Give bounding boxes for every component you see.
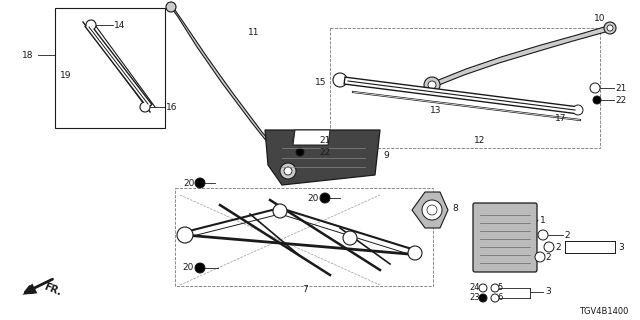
Text: 24: 24 — [470, 284, 480, 292]
Circle shape — [296, 148, 304, 156]
Circle shape — [273, 204, 287, 218]
Circle shape — [427, 205, 437, 215]
Text: 1: 1 — [540, 215, 546, 225]
Text: 20: 20 — [184, 179, 195, 188]
Text: 2: 2 — [555, 243, 561, 252]
Circle shape — [422, 200, 442, 220]
Polygon shape — [293, 130, 330, 145]
Text: 5: 5 — [497, 284, 502, 292]
Circle shape — [320, 193, 330, 203]
Polygon shape — [168, 3, 295, 175]
Text: 14: 14 — [114, 20, 125, 29]
Text: 10: 10 — [594, 13, 605, 22]
Text: 11: 11 — [248, 28, 259, 36]
Circle shape — [544, 242, 554, 252]
Circle shape — [408, 246, 422, 260]
Circle shape — [491, 294, 499, 302]
Circle shape — [593, 96, 601, 104]
Text: 18: 18 — [22, 51, 33, 60]
Circle shape — [479, 294, 487, 302]
Text: 3: 3 — [545, 287, 551, 297]
Circle shape — [428, 81, 436, 89]
Text: 20: 20 — [182, 263, 194, 273]
Circle shape — [590, 83, 600, 93]
Polygon shape — [265, 130, 380, 185]
Bar — [55, 8, 165, 128]
Circle shape — [195, 178, 205, 188]
Circle shape — [166, 2, 176, 12]
Circle shape — [177, 227, 193, 243]
Circle shape — [140, 102, 150, 112]
Circle shape — [604, 22, 616, 34]
Circle shape — [538, 230, 548, 240]
Polygon shape — [412, 192, 448, 228]
Circle shape — [284, 167, 292, 175]
Bar — [330, 28, 600, 148]
Circle shape — [293, 135, 303, 145]
Circle shape — [424, 77, 440, 93]
FancyBboxPatch shape — [473, 203, 537, 272]
Text: 20: 20 — [308, 194, 319, 203]
Text: 22: 22 — [615, 95, 627, 105]
Text: 8: 8 — [452, 204, 458, 212]
Text: 15: 15 — [314, 77, 326, 86]
Text: 19: 19 — [60, 70, 72, 79]
Circle shape — [86, 20, 96, 30]
Circle shape — [479, 284, 487, 292]
Text: 17: 17 — [555, 114, 566, 123]
Text: 16: 16 — [166, 102, 177, 111]
Circle shape — [343, 231, 357, 245]
Polygon shape — [434, 25, 611, 87]
Circle shape — [333, 73, 347, 87]
Circle shape — [573, 105, 583, 115]
Text: 21: 21 — [615, 84, 627, 92]
Text: 2: 2 — [545, 252, 550, 261]
Text: FR.: FR. — [42, 282, 63, 298]
Text: TGV4B1400: TGV4B1400 — [579, 308, 628, 316]
Text: 21: 21 — [319, 135, 330, 145]
Text: 3: 3 — [618, 243, 624, 252]
Circle shape — [491, 284, 499, 292]
Text: 2: 2 — [564, 230, 570, 239]
FancyArrowPatch shape — [22, 279, 52, 295]
Circle shape — [535, 252, 545, 262]
Bar — [175, 188, 433, 286]
Text: 13: 13 — [430, 106, 442, 115]
Circle shape — [195, 263, 205, 273]
Circle shape — [607, 25, 613, 31]
Text: 9: 9 — [383, 150, 388, 159]
Text: 12: 12 — [474, 135, 486, 145]
Text: 6: 6 — [497, 293, 502, 302]
Text: 23: 23 — [469, 293, 480, 302]
Text: 7: 7 — [302, 285, 308, 294]
Text: 22: 22 — [319, 148, 330, 156]
Circle shape — [280, 163, 296, 179]
